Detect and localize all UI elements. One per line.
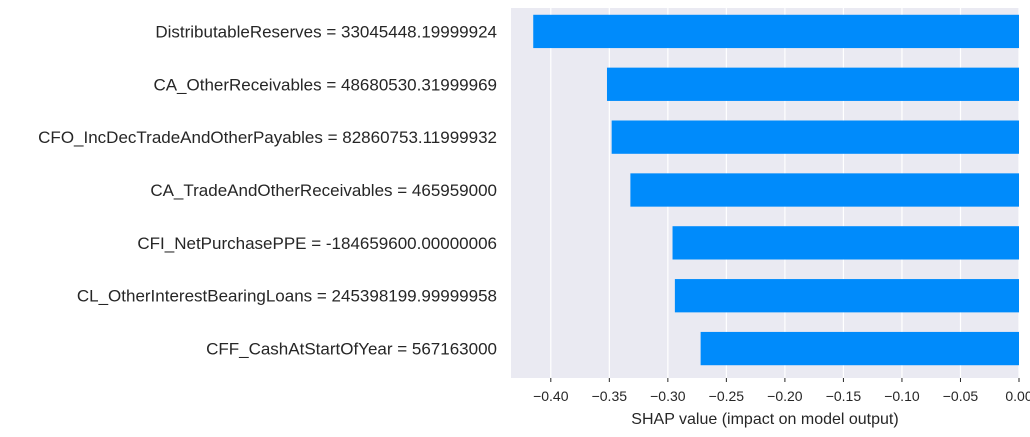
category-label: CL_OtherInterestBearingLoans = 245398199… [77, 287, 497, 306]
category-label: DistributableReserves = 33045448.1999992… [155, 22, 497, 41]
category-label: CA_OtherReceivables = 48680530.31999969 [153, 75, 497, 94]
x-tick-label: 0.00 [1005, 388, 1030, 404]
bar [672, 226, 1019, 260]
category-label: CA_TradeAndOtherReceivables = 465959000 [150, 181, 497, 200]
bar [533, 14, 1019, 49]
x-tick-label: −0.25 [709, 388, 745, 404]
category-label: CFF_CashAtStartOfYear = 567163000 [206, 340, 497, 359]
x-axis-ticks: −0.40 −0.35 −0.30 −0.25 −0.20 −0.15 −0.10 −0.05… [533, 378, 1030, 404]
x-tick-label: −0.15 [826, 388, 862, 404]
x-tick-label: −0.40 [533, 388, 569, 404]
bar [630, 173, 1019, 207]
x-tick-label: −0.05 [943, 388, 979, 404]
bar [606, 67, 1019, 101]
x-tick-label: −0.30 [650, 388, 686, 404]
bar [611, 120, 1019, 154]
bars [533, 14, 1019, 366]
category-labels: DistributableReserves = 33045448.1999992… [38, 22, 497, 358]
category-label: CFO_IncDecTradeAndOtherPayables = 828607… [38, 128, 497, 147]
category-label: CFI_NetPurchasePPE = -184659600.00000006 [137, 234, 497, 253]
x-tick-label: −0.20 [767, 388, 803, 404]
bar [700, 331, 1019, 366]
bar [674, 279, 1019, 313]
x-tick-label: −0.10 [884, 388, 920, 404]
x-tick-label: −0.35 [592, 388, 628, 404]
x-axis-title: SHAP value (impact on model output) [631, 411, 898, 428]
